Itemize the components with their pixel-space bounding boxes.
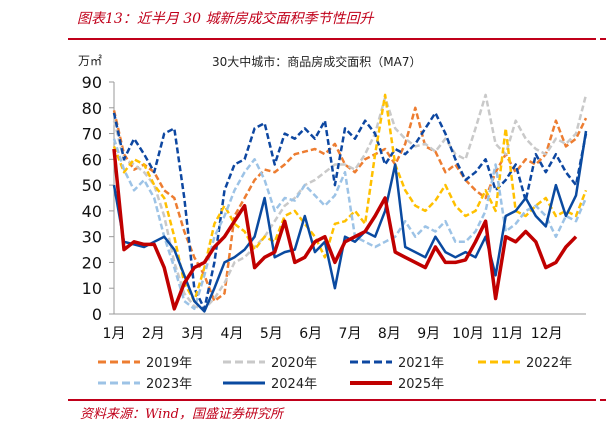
- x-tick-label: 2月: [142, 326, 165, 342]
- legend-swatch-icon: [478, 360, 520, 363]
- x-tick-label: 11月: [491, 326, 523, 342]
- y-tick-label: 50: [82, 176, 102, 195]
- legend-label: 2021年: [398, 356, 445, 371]
- top-divider-tail: [600, 38, 606, 40]
- legend-item: 2023年: [96, 373, 192, 392]
- legend-item: 2019年: [96, 352, 192, 371]
- x-tick-label: 1月: [103, 326, 126, 342]
- y-tick-label: 60: [82, 150, 102, 169]
- y-tick-label: 10: [82, 279, 102, 298]
- series-line-2025年: [112, 148, 578, 311]
- x-tick-label: 9月: [417, 326, 440, 342]
- y-tick-label: 70: [82, 125, 102, 144]
- y-tick-label: 80: [82, 99, 102, 118]
- legend-label: 2025年: [398, 377, 445, 392]
- y-axis-unit-label: 万㎡: [78, 54, 103, 68]
- y-tick-label: 30: [82, 228, 102, 247]
- chart-title: 30大中城市：商品房成交面积（MA7）: [212, 55, 422, 69]
- legend-swatch-icon: [223, 381, 265, 384]
- y-tick-label: 40: [82, 202, 102, 221]
- top-divider: [68, 38, 596, 40]
- x-tick-label: 6月: [299, 326, 322, 342]
- legend-swatch-icon: [350, 360, 392, 363]
- bottom-divider-tail: [600, 399, 606, 401]
- line-chart: 0 10 20 30 40 50 60 70 80 90 1月 2月 3月 4月 5月 6月 7月 8月 9月 10月…: [82, 73, 588, 342]
- x-tick-label: 7月: [339, 326, 362, 342]
- legend-label: 2019年: [146, 356, 193, 371]
- legend-label: 2023年: [146, 377, 193, 392]
- y-tick-label: 90: [82, 73, 102, 92]
- y-tick-label: 20: [82, 253, 102, 272]
- x-tick-label: 8月: [378, 326, 401, 342]
- legend-item: 2021年: [348, 352, 444, 371]
- legend-item: 2024年: [221, 373, 317, 392]
- x-tick-label: 10月: [452, 326, 484, 342]
- source-note: 资料来源：Wind，国盛证券研究所: [80, 407, 283, 422]
- bottom-divider: [68, 399, 596, 401]
- legend-swatch-icon: [350, 380, 392, 385]
- legend-label: 2024年: [271, 377, 318, 392]
- legend-label: 2020年: [271, 356, 318, 371]
- series-line-2023年: [112, 138, 588, 311]
- legend-item: 2022年: [476, 352, 572, 371]
- x-tick-label: 4月: [221, 326, 244, 342]
- legend-label: 2022年: [526, 356, 573, 371]
- legend-swatch-icon: [98, 360, 140, 363]
- x-tick-label: 12月: [531, 326, 563, 342]
- legend-swatch-icon: [223, 360, 265, 363]
- x-tick-label: 5月: [260, 326, 283, 342]
- x-tick-label: 3月: [181, 326, 204, 342]
- legend-item: 2020年: [221, 352, 317, 371]
- figure-title: 图表13：近半月 30 城新房成交面积季节性回升: [77, 11, 374, 27]
- legend-item: 2025年: [348, 373, 444, 392]
- chart-legend: 2019年 2020年 2021年 2022年 2023年 2024年 2025年: [96, 352, 596, 392]
- y-tick-label: 0: [92, 305, 102, 324]
- legend-swatch-icon: [98, 381, 140, 384]
